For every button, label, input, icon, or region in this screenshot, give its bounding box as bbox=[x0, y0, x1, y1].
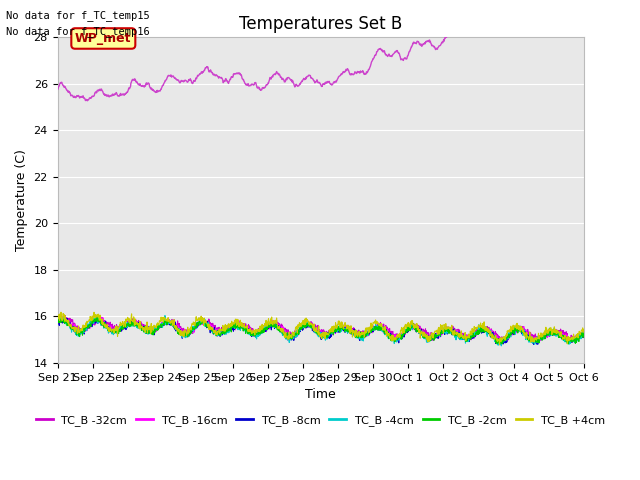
Title: Temperatures Set B: Temperatures Set B bbox=[239, 15, 403, 33]
X-axis label: Time: Time bbox=[305, 388, 336, 401]
Text: No data for f_TC_temp15: No data for f_TC_temp15 bbox=[6, 10, 150, 21]
Legend: TC_B -32cm, TC_B -16cm, TC_B -8cm, TC_B -4cm, TC_B -2cm, TC_B +4cm: TC_B -32cm, TC_B -16cm, TC_B -8cm, TC_B … bbox=[31, 411, 610, 431]
Text: No data for f_TC_temp16: No data for f_TC_temp16 bbox=[6, 26, 150, 37]
Text: WP_met: WP_met bbox=[75, 32, 132, 45]
Y-axis label: Temperature (C): Temperature (C) bbox=[15, 149, 28, 251]
